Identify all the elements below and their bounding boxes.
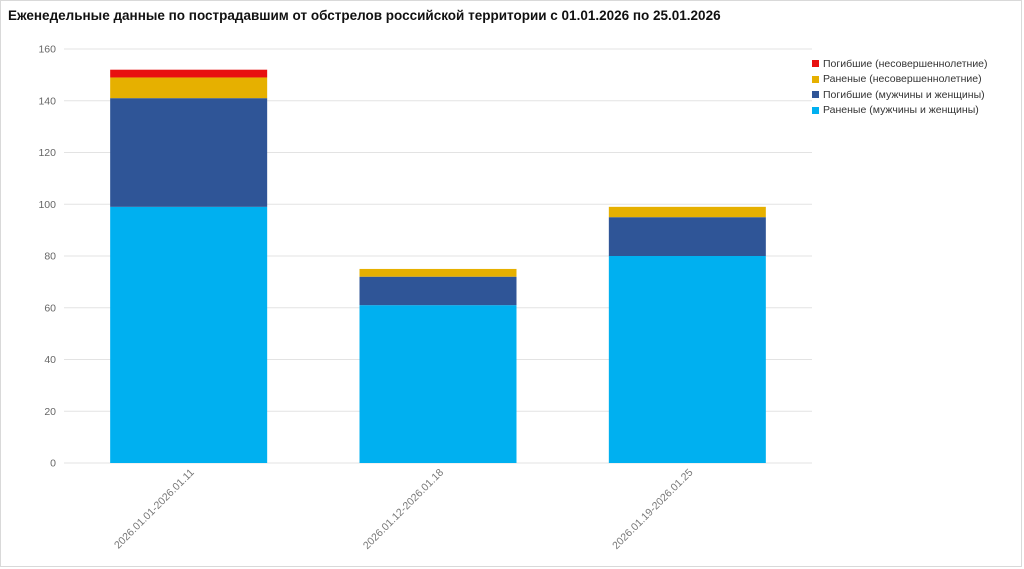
y-tick-labels: 0 20 40 60 80 100 120 140 160	[38, 44, 56, 470]
y-tick-label: 40	[44, 354, 56, 366]
x-tick-label: 2026.01.12-2026.01.18	[361, 467, 446, 552]
y-tick-label: 80	[44, 251, 56, 263]
bar-segment	[608, 206, 766, 218]
legend-item[interactable]: Раненые (мужчины и женщины)	[812, 103, 988, 119]
legend-item[interactable]: Раненые (несовершеннолетние)	[812, 72, 988, 88]
x-tick-label: 2026.01.01-2026.01.11	[112, 467, 197, 552]
legend-swatch	[812, 106, 819, 114]
bar-segment	[359, 305, 517, 463]
bar-segment	[110, 206, 268, 463]
bar-segment	[359, 276, 517, 306]
legend-swatch	[812, 60, 819, 68]
bars	[110, 69, 766, 463]
legend-label: Раненые (мужчины и женщины)	[823, 104, 979, 117]
legend: Погибшие (несовершеннолетние) Раненые (не…	[812, 56, 988, 118]
legend-swatch	[812, 75, 819, 83]
y-tick-label: 120	[38, 147, 56, 159]
bar-segment	[359, 268, 517, 277]
bar-segment	[608, 256, 766, 463]
legend-item[interactable]: Погибшие (несовершеннолетние)	[812, 56, 988, 72]
legend-swatch	[812, 91, 819, 99]
legend-label: Погибшие (мужчины и женщины)	[823, 88, 985, 101]
y-tick-label: 100	[38, 199, 56, 211]
x-tick-label: 2026.01.19-2026.01.25	[610, 467, 695, 552]
bar-segment	[110, 69, 268, 78]
legend-label: Раненые (несовершеннолетние)	[823, 73, 982, 86]
x-tick-labels: 2026.01.01-2026.01.11 2026.01.12-2026.01.…	[112, 467, 696, 552]
bar-segment	[608, 217, 766, 256]
legend-label: Погибшие (несовершеннолетние)	[823, 57, 988, 70]
y-tick-label: 140	[38, 95, 56, 107]
legend-item[interactable]: Погибшие (мужчины и женщины)	[812, 87, 988, 103]
y-tick-label: 20	[44, 406, 56, 418]
bar-segment	[110, 98, 268, 207]
y-tick-label: 160	[38, 44, 56, 56]
bar-segment	[110, 77, 268, 99]
y-tick-label: 0	[50, 458, 56, 470]
y-tick-label: 60	[44, 302, 56, 314]
chart-title: Еженедельные данные по пострадавшим от о…	[8, 8, 721, 23]
